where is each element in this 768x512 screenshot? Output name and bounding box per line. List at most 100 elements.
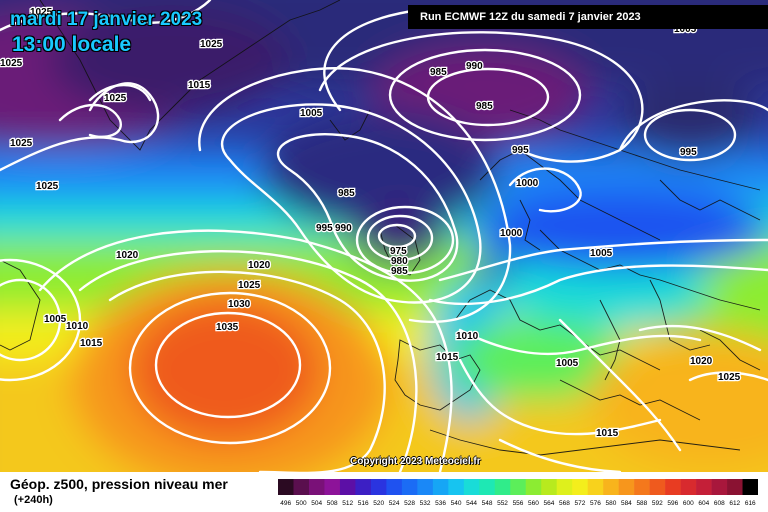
isobar-label: 1015 [80, 338, 103, 349]
legend-swatch [665, 479, 681, 495]
isobar-label: 1010 [456, 331, 479, 342]
legend-value: 560 [528, 500, 539, 507]
legend-value: 588 [636, 500, 647, 507]
legend-swatch [572, 479, 588, 495]
legend-swatch [308, 479, 325, 495]
legend-swatch [386, 479, 403, 495]
legend-swatch [587, 479, 604, 495]
legend-value: 540 [451, 500, 462, 507]
isobar-label: 990 [335, 223, 352, 234]
legend-value: 536 [435, 500, 446, 507]
legend-swatch [417, 479, 434, 495]
isobar-label: 1005 [44, 314, 67, 325]
legend-swatch [494, 479, 511, 495]
isobar-label: 1010 [66, 321, 89, 332]
isobar-label: 980 [391, 256, 408, 267]
legend-swatch [618, 479, 635, 495]
isobar-label: 1015 [436, 352, 459, 363]
legend-value: 592 [652, 500, 663, 507]
legend-value: 604 [698, 500, 709, 507]
isobar-label: 975 [390, 246, 407, 257]
legend-swatch [293, 479, 310, 495]
legend-value: 564 [544, 500, 555, 507]
legend-swatch [603, 479, 619, 495]
isobar-label: 1005 [590, 248, 613, 259]
legend-swatch [696, 479, 712, 495]
isobar-label: 1005 [556, 358, 579, 369]
legend-value: 580 [605, 500, 616, 507]
legend-swatch [401, 479, 418, 495]
legend-value: 616 [745, 500, 756, 507]
isobar-label: 985 [430, 67, 447, 78]
isobar-label: 985 [391, 266, 408, 277]
isobar-label: 995 [316, 223, 333, 234]
isobar-label: 1025 [36, 181, 59, 192]
isobar-label: 1015 [188, 80, 211, 91]
legend-value: 512 [342, 500, 353, 507]
isobar-label: 1020 [248, 260, 271, 271]
chart-title: Géop. z500, pression niveau mer [10, 476, 228, 492]
isobar-label: 1025 [200, 39, 223, 50]
isobar-labels: 1025 1025 1025 1015 1025 1025 1025 985 9… [0, 6, 742, 441]
isobar-label: 1025 [238, 280, 261, 291]
isobar-label: 1025 [30, 7, 53, 18]
legend-value: 596 [667, 500, 678, 507]
color-legend: 496 500 504 508 512 516 520 524 528 532 536 540 544 5… [278, 479, 758, 507]
legend-swatch [742, 479, 758, 495]
pressure-map: 1025 1025 1025 1015 1025 1025 1025 985 9… [0, 0, 768, 472]
isobar-label: 995 [512, 145, 529, 156]
legend-value: 496 [280, 500, 291, 507]
legend-swatch [510, 479, 527, 495]
isobar-label: 1035 [216, 322, 239, 333]
legend-value: 544 [466, 500, 477, 507]
legend-value: 504 [311, 500, 322, 507]
isobar-label: 1030 [228, 299, 251, 310]
legend-swatch [479, 479, 496, 495]
legend-swatch [324, 479, 341, 495]
legend-value: 500 [296, 500, 307, 507]
legend-swatch [556, 479, 573, 495]
isobar-label: 1020 [690, 356, 713, 367]
legend-value: 552 [497, 500, 508, 507]
isobar-label: 1025 [104, 93, 127, 104]
legend-swatch [525, 479, 542, 495]
legend-swatch [339, 479, 356, 495]
geopotential-field [0, 0, 768, 472]
forecast-range: (+240h) [14, 494, 53, 506]
model-run-label: Run ECMWF 12Z du samedi 7 janvier 2023 [408, 5, 768, 29]
legend-swatch [355, 479, 372, 495]
isobar-label: 1000 [500, 228, 523, 239]
legend-value: 520 [373, 500, 384, 507]
legend-value: 508 [327, 500, 338, 507]
legend-swatch [278, 479, 294, 495]
legend-swatch [463, 479, 480, 495]
isobar-label: 1005 [300, 108, 323, 119]
legend-value: 528 [404, 500, 415, 507]
isobar-label: 1025 [10, 138, 33, 149]
legend-value: 568 [559, 500, 570, 507]
isobar-label: 995 [680, 147, 697, 158]
isobars [0, 0, 768, 472]
isobar-label: 990 [466, 61, 483, 72]
legend-value: 524 [389, 500, 400, 507]
legend-swatch [448, 479, 465, 495]
legend-value: 548 [482, 500, 493, 507]
isobar-label: 1025 [718, 372, 741, 383]
isobar-label: 1020 [116, 250, 139, 261]
legend-swatch [432, 479, 449, 495]
forecast-date: mardi 17 janvier 2023 [10, 9, 203, 30]
legend-value: 612 [729, 500, 740, 507]
legend-value: 516 [358, 500, 369, 507]
legend-value: 556 [513, 500, 524, 507]
isobar-label: 985 [338, 188, 355, 199]
legend-value: 608 [714, 500, 725, 507]
legend-value: 600 [683, 500, 694, 507]
isobar-label: 985 [476, 101, 493, 112]
legend-swatch [711, 479, 728, 495]
copyright-notice: Copyright 2023 Meteociel.fr [350, 456, 481, 467]
legend-swatch [541, 479, 558, 495]
legend-swatch [370, 479, 387, 495]
isobar-label: 1015 [596, 428, 619, 439]
legend-swatch [680, 479, 697, 495]
